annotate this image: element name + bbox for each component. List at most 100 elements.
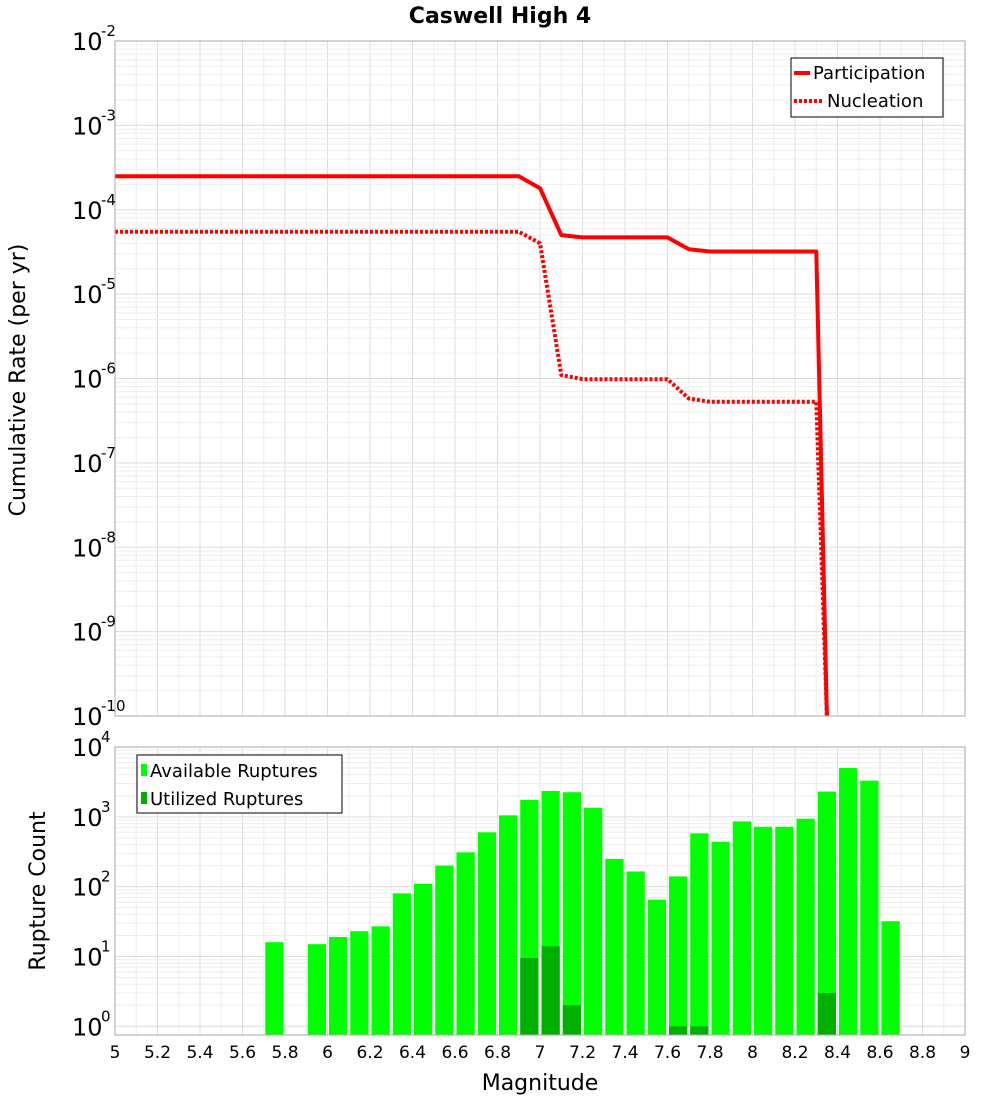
y-tick-exponent: -9 <box>101 613 116 631</box>
bar-available <box>307 944 326 1035</box>
series-nucleation <box>115 229 829 717</box>
rate-legend: Participation Nucleation <box>790 57 944 118</box>
bar-available <box>817 791 836 1035</box>
y-tick-exponent: 4 <box>101 728 111 746</box>
x-tick-label: 7.2 <box>569 1043 596 1063</box>
y-tick-exponent: 0 <box>101 1007 111 1025</box>
y-tick-label: 10 <box>72 28 103 56</box>
x-tick-label: 8.8 <box>909 1043 936 1063</box>
y-tick-exponent: -7 <box>101 444 116 462</box>
bar-available <box>860 780 879 1035</box>
y-tick-exponent: 1 <box>101 937 111 955</box>
y-tick-label: 10 <box>72 874 103 902</box>
bar-utilized <box>520 958 539 1035</box>
legend-available-swatch <box>141 764 147 776</box>
bar-available <box>669 876 688 1035</box>
x-tick-label: 7 <box>535 1043 546 1063</box>
bar-utilized <box>562 1005 581 1035</box>
y-tick-label: 10 <box>72 734 103 762</box>
bar-available <box>881 921 900 1035</box>
x-tick-label: 6.6 <box>441 1043 468 1063</box>
x-axis-label: Magnitude <box>482 1071 599 1096</box>
count-plot-frame <box>114 746 966 1036</box>
x-tick-label: 6.4 <box>399 1043 426 1063</box>
x-tick-label: 6 <box>322 1043 333 1063</box>
bar-available <box>732 821 751 1035</box>
count-bars <box>265 768 900 1035</box>
y-tick-label: 10 <box>72 943 103 971</box>
y-tick-label: 10 <box>72 112 103 140</box>
chart-title: Caswell High 4 <box>409 4 591 29</box>
y-tick-label: 10 <box>72 534 103 562</box>
bar-available <box>647 899 666 1035</box>
bar-available <box>775 826 794 1035</box>
x-tick-label: 8 <box>747 1043 758 1063</box>
bar-available <box>371 926 390 1035</box>
bar-available <box>562 792 581 1035</box>
bar-available <box>414 883 433 1035</box>
x-tick-label: 5.4 <box>186 1043 213 1063</box>
series-participation <box>115 174 829 717</box>
y-tick-label: 10 <box>72 703 103 731</box>
rate-series <box>115 174 829 717</box>
y-tick-label: 10 <box>72 1013 103 1041</box>
count-x-ticks: 5 5.2 5.4 5.6 5.8 6 6.2 6.4 6.6 6.8 7 7.2 7.4 7.6 7.8 8… <box>110 1043 971 1063</box>
count-y-axis-label: Rupture Count <box>26 811 51 971</box>
x-tick-label: 7.8 <box>696 1043 723 1063</box>
bar-available <box>499 815 518 1035</box>
rate-plot-frame <box>114 40 966 717</box>
x-tick-label: 7.6 <box>654 1043 681 1063</box>
x-tick-label: 8.6 <box>866 1043 893 1063</box>
legend-utilized-swatch <box>141 792 147 804</box>
y-tick-exponent: -6 <box>101 360 116 378</box>
y-tick-exponent: 2 <box>101 868 111 886</box>
y-tick-label: 10 <box>72 366 103 394</box>
bar-available <box>839 768 858 1035</box>
x-tick-label: 8.2 <box>781 1043 808 1063</box>
y-tick-label: 10 <box>72 450 103 478</box>
bar-available <box>584 807 603 1035</box>
rate-grid <box>114 41 966 717</box>
x-tick-label: 5.6 <box>229 1043 256 1063</box>
legend-available-label: Available Ruptures <box>150 761 318 782</box>
bar-available <box>456 852 475 1035</box>
y-tick-label: 10 <box>72 281 103 309</box>
y-tick-exponent: -10 <box>101 697 126 715</box>
x-tick-label: 9 <box>960 1043 971 1063</box>
x-tick-label: 7.4 <box>611 1043 638 1063</box>
y-tick-exponent: -5 <box>101 275 116 293</box>
legend-nucleation-label: Nucleation <box>827 91 923 112</box>
bar-available <box>392 893 411 1035</box>
y-tick-exponent: -3 <box>101 106 116 124</box>
bar-available <box>711 841 730 1035</box>
bar-available <box>626 871 645 1035</box>
bar-available <box>690 833 709 1035</box>
y-tick-label: 10 <box>72 804 103 832</box>
bar-utilized <box>541 946 560 1035</box>
bar-available <box>796 818 815 1035</box>
rate-legend-box <box>790 57 944 118</box>
count-legend: Available Ruptures Utilized Ruptures <box>136 754 343 814</box>
bar-available <box>350 931 369 1035</box>
bar-available <box>754 826 773 1035</box>
y-tick-exponent: 3 <box>101 798 111 816</box>
legend-utilized-label: Utilized Ruptures <box>150 789 303 810</box>
bar-utilized <box>690 1026 709 1035</box>
x-tick-label: 5 <box>110 1043 121 1063</box>
x-tick-label: 8.4 <box>824 1043 851 1063</box>
bar-available <box>329 936 348 1035</box>
y-tick-exponent: -2 <box>101 22 116 40</box>
bar-available <box>477 832 496 1035</box>
y-tick-label: 10 <box>72 619 103 647</box>
y-tick-label: 10 <box>72 197 103 225</box>
bar-available <box>265 942 284 1035</box>
x-tick-label: 6.8 <box>484 1043 511 1063</box>
count-legend-box <box>136 754 343 814</box>
bar-utilized <box>817 992 836 1035</box>
y-tick-exponent: -8 <box>101 528 116 546</box>
x-tick-label: 6.2 <box>356 1043 383 1063</box>
